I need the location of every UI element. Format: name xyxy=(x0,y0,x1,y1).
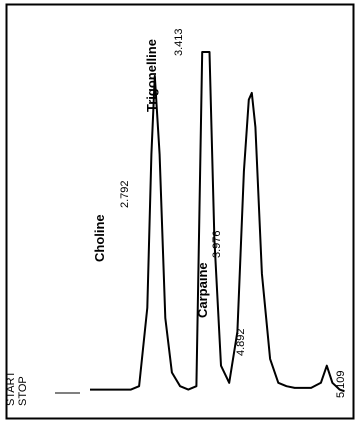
retention-time-label: 4.892 xyxy=(235,328,247,356)
start-marker-label: START xyxy=(5,371,17,406)
stop-retention-time-label: 5.109 xyxy=(335,370,347,398)
peak-name-label: Choline xyxy=(92,214,107,262)
chromatogram-trace xyxy=(90,51,345,393)
peak-labels: Choline 2.792 Trigonelline 3.413 Carpaine3.9… xyxy=(5,28,347,406)
peak-name-label: Trigonelline xyxy=(144,39,159,112)
retention-time-label: 3.413 xyxy=(173,28,185,56)
retention-time-label: 3.976 xyxy=(211,230,223,258)
retention-time-label: 2.792 xyxy=(119,180,131,208)
chart-border xyxy=(5,3,355,420)
peak-name-label: Carpaine xyxy=(195,262,210,318)
stop-marker-label: STOP xyxy=(17,376,29,406)
